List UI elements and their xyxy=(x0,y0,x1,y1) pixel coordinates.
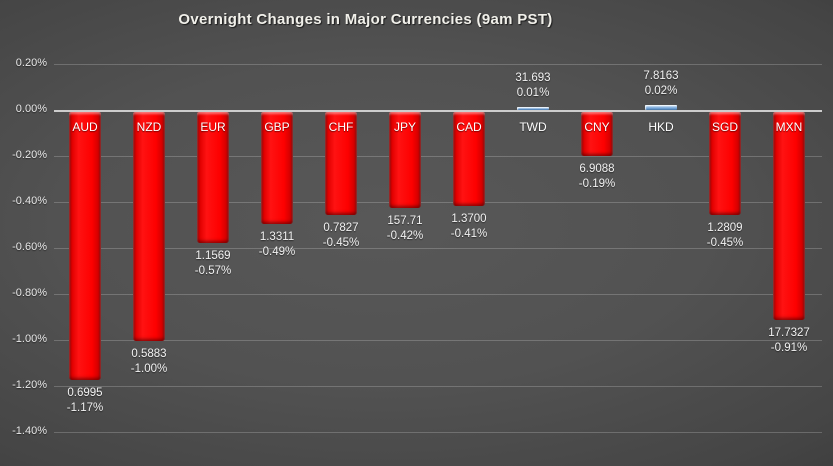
gridline xyxy=(54,432,822,433)
data-label-mxn: 17.7327 -0.91% xyxy=(749,326,829,356)
bar-mxn xyxy=(773,112,805,320)
category-label-chf: CHF xyxy=(328,120,354,134)
category-label-eur: EUR xyxy=(200,120,226,134)
bar-jpy xyxy=(389,112,421,208)
rate-value: 17.7327 xyxy=(768,327,810,339)
category-label-sgd: SGD xyxy=(711,120,738,134)
bar-twd xyxy=(517,107,549,110)
pct-change-value: -0.45% xyxy=(322,237,360,249)
bar-aud xyxy=(69,112,101,380)
data-label-sgd: 1.2809 -0.45% xyxy=(685,221,765,251)
zero-axis-line xyxy=(54,110,822,112)
category-label-hkd: HKD xyxy=(648,120,674,134)
bar-sgd xyxy=(709,112,741,215)
y-axis-tick-label: -0.60% xyxy=(12,241,47,253)
pct-change-value: -0.41% xyxy=(450,228,488,240)
y-axis-tick-label: -0.20% xyxy=(12,149,47,161)
rate-value: 31.693 xyxy=(515,72,551,84)
gridline xyxy=(54,248,822,249)
gridline xyxy=(54,156,822,157)
rate-value: 0.5883 xyxy=(131,348,167,360)
rate-value: 1.3700 xyxy=(451,213,487,225)
pct-change-value: -0.42% xyxy=(386,230,424,242)
bar-eur xyxy=(197,112,229,243)
pct-change-value: 0.02% xyxy=(644,85,678,97)
bar-nzd xyxy=(133,112,165,341)
gridline xyxy=(54,64,822,65)
data-label-jpy: 157.71 -0.42% xyxy=(365,214,445,244)
category-label-mxn: MXN xyxy=(775,120,803,134)
rate-value: 1.1569 xyxy=(195,250,231,262)
data-label-nzd: 0.5883 -1.00% xyxy=(109,347,189,377)
y-axis-tick-label: -0.40% xyxy=(12,195,47,207)
y-axis-tick-label: -0.80% xyxy=(12,287,47,299)
rate-value: 157.71 xyxy=(387,215,423,227)
rate-value: 0.6995 xyxy=(67,387,103,399)
pct-change-value: -0.19% xyxy=(578,178,616,190)
gridline xyxy=(54,386,822,387)
bar-cad xyxy=(453,112,485,206)
pct-change-value: -0.91% xyxy=(770,342,808,354)
rate-value: 1.3311 xyxy=(259,231,295,243)
category-label-jpy: JPY xyxy=(393,120,416,134)
y-axis-tick-label: 0.00% xyxy=(15,103,47,115)
category-label-cny: CNY xyxy=(584,120,610,134)
gridline xyxy=(54,340,822,341)
data-label-cad: 1.3700 -0.41% xyxy=(429,212,509,242)
y-axis-tick-label: -1.00% xyxy=(12,333,47,345)
bar-hkd xyxy=(645,105,677,110)
data-label-hkd: 7.8163 0.02% xyxy=(621,69,701,99)
bar-gbp xyxy=(261,112,293,224)
pct-change-value: -0.45% xyxy=(706,237,744,249)
data-label-twd: 31.693 0.01% xyxy=(493,71,573,101)
category-label-twd: TWD xyxy=(519,120,547,134)
category-label-nzd: NZD xyxy=(136,120,162,134)
pct-change-value: -0.49% xyxy=(258,246,296,258)
pct-change-value: -1.17% xyxy=(66,402,104,414)
pct-change-value: 0.01% xyxy=(516,87,550,99)
category-label-gbp: GBP xyxy=(264,120,290,134)
data-label-eur: 1.1569 -0.57% xyxy=(173,249,253,279)
y-axis-tick-label: -1.20% xyxy=(12,379,47,391)
data-label-cny: 6.9088 -0.19% xyxy=(557,162,637,192)
data-label-gbp: 1.3311 -0.49% xyxy=(237,230,317,260)
rate-value: 6.9088 xyxy=(579,163,615,175)
rate-value: 7.8163 xyxy=(643,70,679,82)
category-label-cad: CAD xyxy=(456,120,482,134)
chart-title: Overnight Changes in Major Currencies (9… xyxy=(178,11,553,28)
category-label-aud: AUD xyxy=(72,120,98,134)
y-axis-tick-label: 0.20% xyxy=(15,57,47,69)
pct-change-value: -1.00% xyxy=(130,363,168,375)
pct-change-value: -0.57% xyxy=(194,265,232,277)
gridline xyxy=(54,202,822,203)
gridline xyxy=(54,294,822,295)
rate-value: 0.7827 xyxy=(323,222,359,234)
data-label-aud: 0.6995 -1.17% xyxy=(45,386,125,416)
bar-cny xyxy=(581,112,613,156)
y-axis-tick-label: -1.40% xyxy=(12,425,47,437)
rate-value: 1.2809 xyxy=(707,222,743,234)
bar-chf xyxy=(325,112,357,215)
data-label-chf: 0.7827 -0.45% xyxy=(301,221,381,251)
